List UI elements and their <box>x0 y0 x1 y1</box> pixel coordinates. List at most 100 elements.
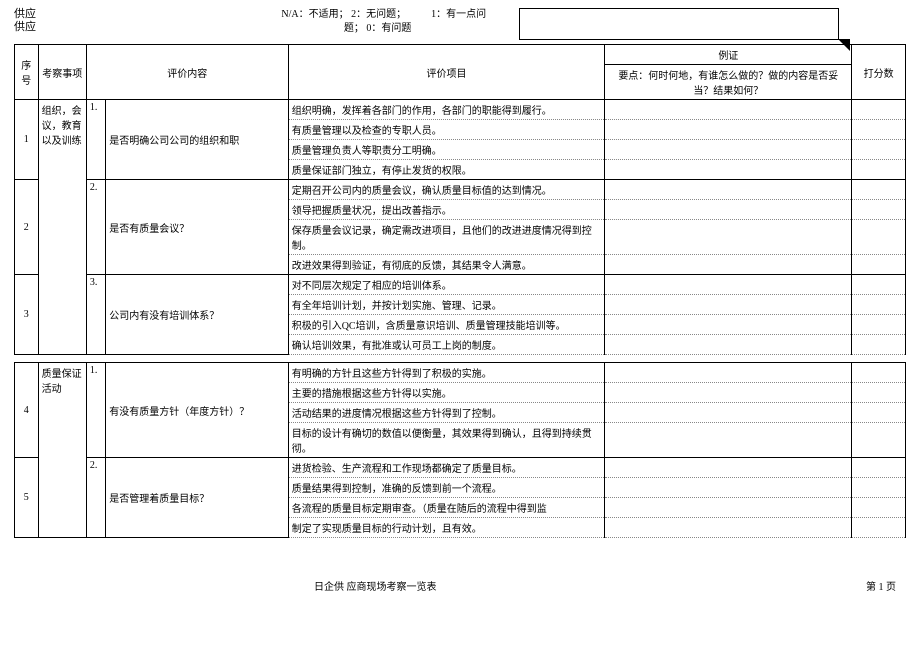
evidence-cell <box>605 518 852 538</box>
evidence-cell <box>605 498 852 518</box>
item-cell: 主要的措施根据这些方针得以实施。 <box>288 383 605 403</box>
content-cell: 是否管理着质量目标？ <box>106 458 288 538</box>
item-cell: 质量管理负责人等职责分工明确。 <box>288 140 605 160</box>
legend-text: N/A：不适用； 2：无问题； 1：有一点问 题； 0：有问题 <box>281 8 486 36</box>
evidence-cell <box>605 255 852 275</box>
num-cell: 1. <box>86 100 105 180</box>
score-cell <box>852 403 906 423</box>
legend-row: N/A：不适用； 2：无问题； 1：有一点问 题； 0：有问题 <box>14 8 906 40</box>
item-cell: 进货检验、生产流程和工作现场都确定了质量目标。 <box>288 458 605 478</box>
col-content-header: 评价内容 <box>86 45 288 100</box>
item-cell: 有全年培训计划，并按计划实施、管理、记录。 <box>288 295 605 315</box>
item-cell: 保存质量会议记录，确定需改进项目，且他们的改进进度情况得到控制。 <box>288 220 605 255</box>
footer: 日企供 应商现场考察一览表 第 1 页 <box>14 578 906 593</box>
score-cell <box>852 100 906 120</box>
content-cell: 是否有质量会议？ <box>106 180 288 275</box>
left-label-1: 供应 <box>14 8 36 21</box>
evidence-cell <box>605 220 852 255</box>
evidence-cell <box>605 275 852 295</box>
item-cell: 组织明确，发挥着各部门的作用，各部门的职能得到履行。 <box>288 100 605 120</box>
score-cell <box>852 295 906 315</box>
evidence-cell <box>605 478 852 498</box>
table-row: 4质量保证活动1.有没有质量方针（年度方针）？有明确的方针且这些方针得到了积极的… <box>15 363 906 383</box>
content-cell: 是否明确公司公司的组织和职 <box>106 100 288 180</box>
content-cell: 有没有质量方针（年度方针）？ <box>106 363 288 458</box>
evidence-cell <box>605 100 852 120</box>
score-cell <box>852 383 906 403</box>
category-cell: 质量保证活动 <box>38 363 86 538</box>
score-cell <box>852 220 906 255</box>
item-cell: 目标的设计有确切的数值以便衡量，其效果得到确认，且得到持续贯彻。 <box>288 423 605 458</box>
evidence-cell <box>605 295 852 315</box>
evidence-cell <box>605 423 852 458</box>
col-evidence-sub-header: 例证 <box>605 45 852 65</box>
score-cell <box>852 120 906 140</box>
score-cell <box>852 478 906 498</box>
header-row: 序号 考察事项 评价内容 评价项目 例证 打分数 <box>15 45 906 65</box>
evidence-cell <box>605 363 852 383</box>
evidence-cell <box>605 180 852 200</box>
legend-box <box>519 8 839 40</box>
item-cell: 制定了实现质量目标的行动计划，且有效。 <box>288 518 605 538</box>
content-cell: 公司内有没有培训体系？ <box>106 275 288 355</box>
num-cell: 2. <box>86 458 105 538</box>
left-label-2: 供应 <box>14 21 36 34</box>
score-cell <box>852 275 906 295</box>
score-cell <box>852 498 906 518</box>
table-row: 52.是否管理着质量目标？进货检验、生产流程和工作现场都确定了质量目标。 <box>15 458 906 478</box>
score-cell <box>852 458 906 478</box>
score-cell <box>852 363 906 383</box>
num-cell: 2. <box>86 180 105 275</box>
table-row: 22.是否有质量会议？定期召开公司内的质量会议，确认质量目标值的达到情况。 <box>15 180 906 200</box>
col-category-header: 考察事项 <box>38 45 86 100</box>
item-cell: 活动结果的进度情况根据这些方针得到了控制。 <box>288 403 605 423</box>
score-cell <box>852 200 906 220</box>
item-cell: 对不同层次规定了相应的培训体系。 <box>288 275 605 295</box>
evidence-cell <box>605 160 852 180</box>
evidence-cell <box>605 120 852 140</box>
category-cell: 组织，会议，教育以及训练 <box>38 100 86 355</box>
score-cell <box>852 255 906 275</box>
col-item-header: 评价项目 <box>288 45 605 100</box>
item-cell: 改进效果得到验证，有彻底的反馈，其结果令人满意。 <box>288 255 605 275</box>
seq-cell: 3 <box>15 275 39 355</box>
col-seq-header: 序号 <box>15 45 39 100</box>
evidence-cell <box>605 200 852 220</box>
item-cell: 各流程的质量目标定期审查。（质量在随后的流程中得到监 <box>288 498 605 518</box>
item-cell: 定期召开公司内的质量会议，确认质量目标值的达到情况。 <box>288 180 605 200</box>
score-cell <box>852 335 906 355</box>
evidence-cell <box>605 403 852 423</box>
supplier-labels: 供应 供应 <box>14 8 36 34</box>
num-cell: 3. <box>86 275 105 355</box>
evidence-cell <box>605 315 852 335</box>
score-cell <box>852 160 906 180</box>
col-score-header: 打分数 <box>852 45 906 100</box>
evaluation-table: 序号 考察事项 评价内容 评价项目 例证 打分数 要点：何时何地，有谁怎么做的？… <box>14 44 906 538</box>
score-cell <box>852 140 906 160</box>
seq-cell: 4 <box>15 363 39 458</box>
seq-cell: 5 <box>15 458 39 538</box>
item-cell: 有明确的方针且这些方针得到了积极的实施。 <box>288 363 605 383</box>
footer-title: 日企供 应商现场考察一览表 <box>314 578 437 593</box>
item-cell: 质量结果得到控制，准确的反馈到前一个流程。 <box>288 478 605 498</box>
item-cell: 确认培训效果，有批准或认可员工上岗的制度。 <box>288 335 605 355</box>
score-cell <box>852 180 906 200</box>
evidence-cell <box>605 335 852 355</box>
item-cell: 领导把握质量状况，提出改善指示。 <box>288 200 605 220</box>
item-cell: 积极的引入QC培训，含质量意识培训、质量管理技能培训等。 <box>288 315 605 335</box>
header-area: 供应 供应 N/A：不适用； 2：无问题； 1：有一点问 题； 0：有问题 <box>14 8 906 40</box>
item-cell: 有质量管理以及检查的专职人员。 <box>288 120 605 140</box>
evidence-cell <box>605 458 852 478</box>
table-row: 33.公司内有没有培训体系？对不同层次规定了相应的培训体系。 <box>15 275 906 295</box>
score-cell <box>852 518 906 538</box>
evidence-cell <box>605 383 852 403</box>
num-cell: 1. <box>86 363 105 458</box>
col-evidence-header: 要点：何时何地，有谁怎么做的？做的内容是否妥当？结果如何？ <box>605 65 852 100</box>
footer-page: 第 1 页 <box>866 578 896 593</box>
score-cell <box>852 423 906 458</box>
evidence-cell <box>605 140 852 160</box>
item-cell: 质量保证部门独立，有停止发货的权限。 <box>288 160 605 180</box>
seq-cell: 2 <box>15 180 39 275</box>
score-cell <box>852 315 906 335</box>
table-row: 1组织，会议，教育以及训练1.是否明确公司公司的组织和职组织明确，发挥着各部门的… <box>15 100 906 120</box>
